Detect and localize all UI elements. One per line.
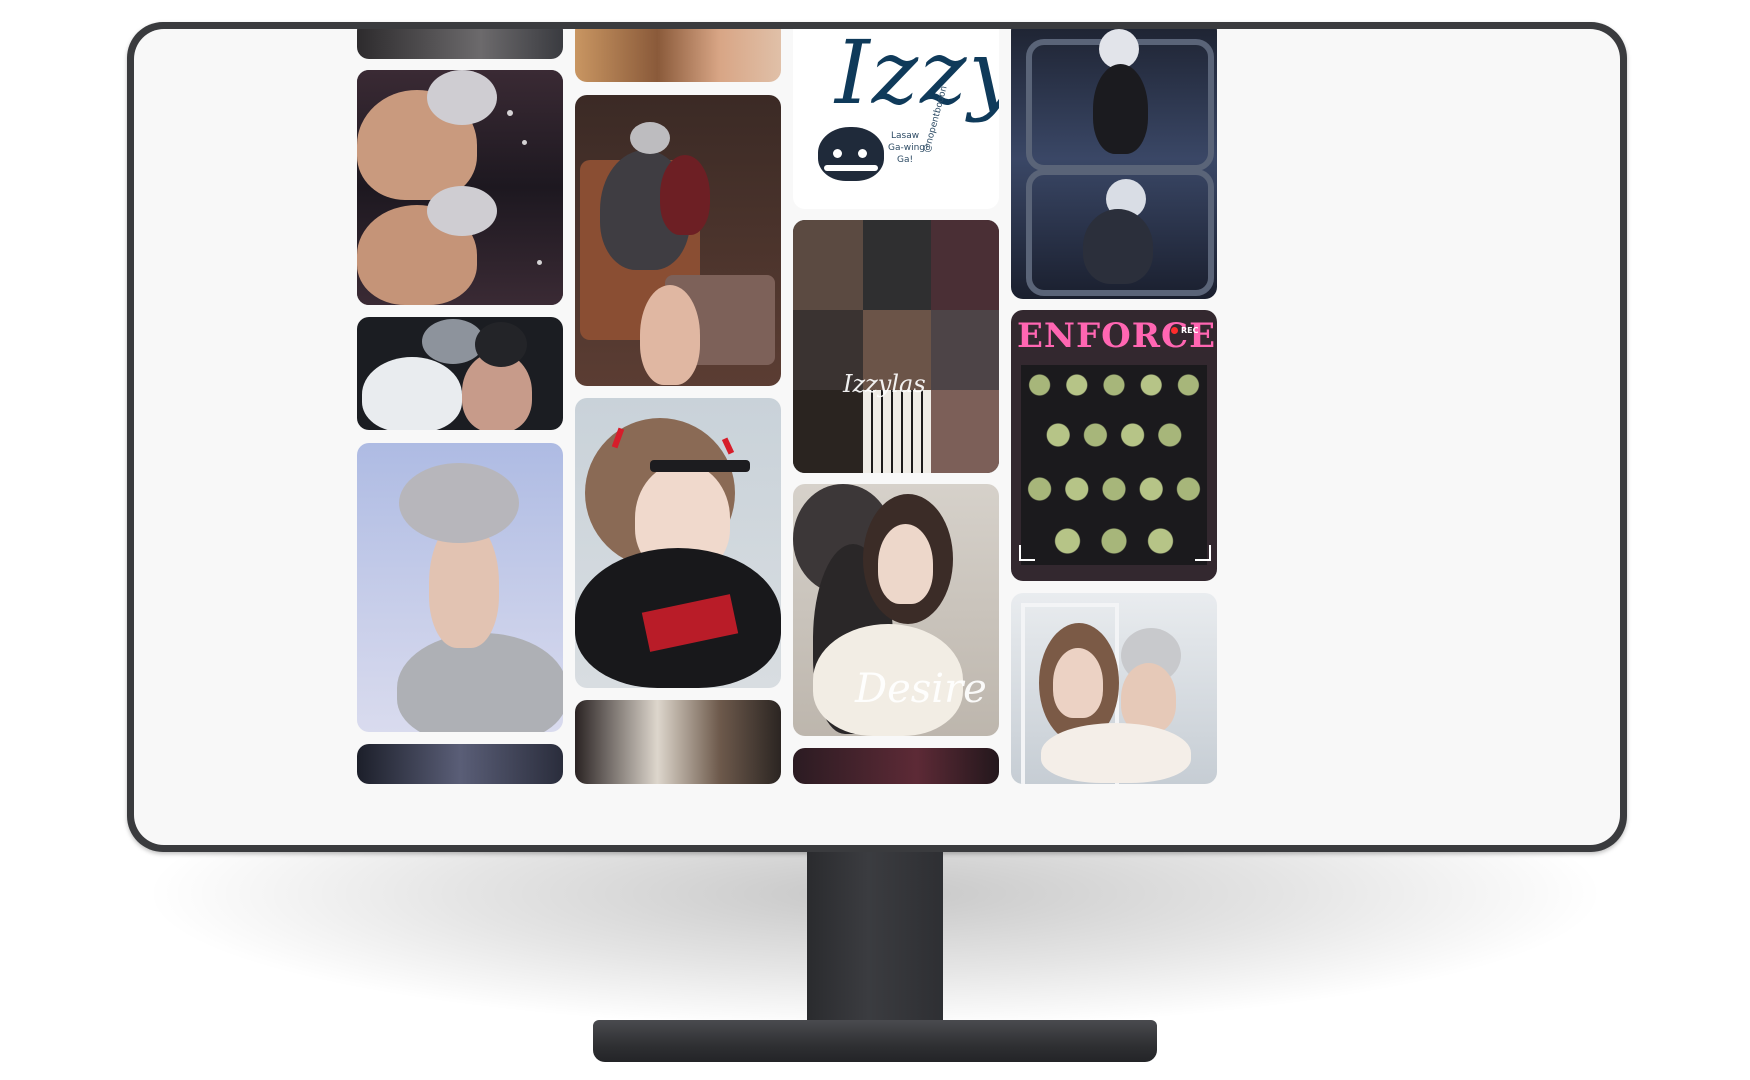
pin-image[interactable] — [793, 748, 999, 784]
pin-image[interactable] — [357, 443, 563, 732]
pin-image[interactable]: Desire — [793, 484, 999, 736]
pin-enforcers-card[interactable]: ENFORCERS REC — [1011, 310, 1217, 581]
pin-image[interactable] — [357, 29, 563, 59]
pin-image[interactable] — [575, 398, 781, 688]
mascot-icon — [818, 127, 884, 181]
monitor-screen: Izzy Lasaw Ga-wing! Ga! @nopentbooon Izz… — [134, 29, 1620, 845]
pin-moodboard[interactable]: Izzylas — [793, 220, 999, 473]
izzy-title: Izzy — [835, 29, 999, 124]
pin-image[interactable] — [575, 700, 781, 784]
pin-image[interactable] — [575, 95, 781, 386]
monitor-stand-base — [593, 1020, 1157, 1062]
moodboard-script-text: Izzylas — [843, 370, 926, 398]
pin-image[interactable] — [357, 744, 563, 784]
izzy-chat-text-3: Ga! — [897, 155, 914, 165]
rec-dot-icon — [1171, 327, 1178, 334]
rec-badge: REC — [1181, 326, 1199, 335]
pin-image[interactable] — [357, 70, 563, 305]
pin-image[interactable] — [357, 317, 563, 430]
izzy-chat-text-2: Ga-wing! — [888, 143, 929, 153]
pin-image[interactable] — [1011, 29, 1217, 299]
desire-script-text: Desire — [855, 666, 987, 712]
enforcers-title: ENFORCERS — [1017, 316, 1217, 356]
izzy-chat-text-1: Lasaw — [891, 131, 920, 141]
monitor-stand-neck — [807, 852, 943, 1037]
pin-image[interactable] — [1011, 593, 1217, 784]
pin-image[interactable] — [575, 29, 781, 82]
pin-izzy-card[interactable]: Izzy Lasaw Ga-wing! Ga! @nopentbooon — [793, 29, 999, 209]
